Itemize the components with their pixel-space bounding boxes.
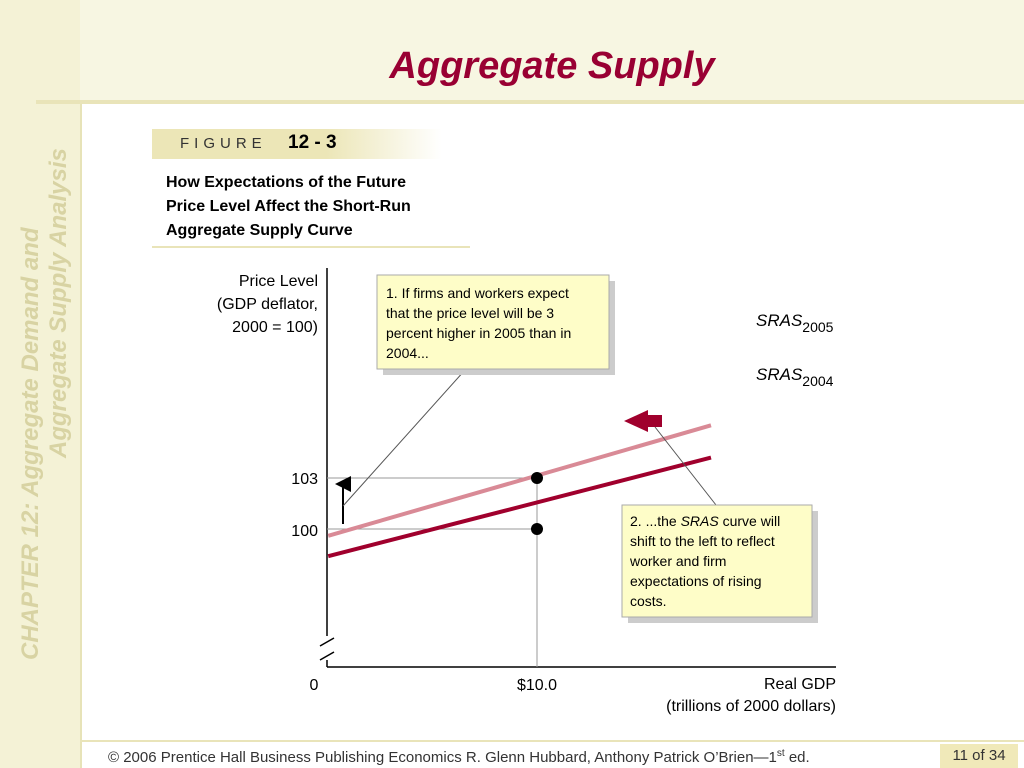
- sras-2004-label: SRAS2004: [756, 365, 834, 389]
- annotation-box-2: 2. ...the SRAS curve will shift to the l…: [621, 504, 818, 623]
- page-indicator: 11 of 34: [940, 744, 1018, 768]
- sras-2005-label-base: SRAS: [756, 311, 803, 330]
- y-axis-label-line: Price Level: [239, 273, 318, 290]
- x-axis-label-line: (trillions of 2000 dollars): [666, 698, 836, 715]
- caption-rule: [152, 246, 470, 248]
- sras-chart: Price Level (GDP deflator, 2000 = 100) R…: [217, 268, 836, 715]
- chapter-sidebar: CHAPTER 12: Aggregate Demand and Aggrega…: [17, 148, 72, 660]
- footer-edition: ed.: [784, 749, 810, 766]
- annotation-box-1: 1. If firms and workers expect that the …: [376, 274, 615, 375]
- annotation-2-suffix: curve will: [719, 513, 780, 529]
- y-tick-label-103: 103: [291, 471, 318, 488]
- y-axis-label-line: (GDP deflator,: [217, 296, 318, 313]
- y-tick-label-100: 100: [291, 523, 318, 540]
- annotation-2-prefix: 2. ...the: [630, 513, 681, 529]
- shift-left-arrow: [624, 410, 662, 432]
- annotation-1-line: that the price level will be 3: [386, 305, 554, 321]
- caption-line: How Expectations of the Future: [166, 174, 407, 191]
- footer-text: © 2006 Prentice Hall Business Publishing…: [108, 749, 777, 766]
- figure-word: FIGURE: [180, 135, 267, 152]
- y-axis-label: Price Level (GDP deflator, 2000 = 100): [217, 273, 318, 336]
- annotation-1-line: 1. If firms and workers expect: [386, 285, 569, 301]
- sras-2004-curve: [327, 455, 712, 559]
- annotation-2-line: costs.: [630, 593, 667, 609]
- axis-break-mark: [319, 651, 335, 661]
- sras-2005-label: SRAS2005: [756, 311, 834, 335]
- annotation-1-line: 2004...: [386, 345, 429, 361]
- sras-2004-label-base: SRAS: [756, 365, 803, 384]
- figure-label-band: [152, 129, 442, 159]
- chapter-title-line2: Aggregate Supply Analysis: [45, 148, 72, 459]
- point-100: [531, 523, 543, 535]
- origin-label: 0: [310, 677, 319, 694]
- annotation-2-italic: SRAS: [681, 513, 720, 529]
- sras-2005-label-sub: 2005: [802, 319, 833, 335]
- chapter-title-line1: CHAPTER 12: Aggregate Demand and: [17, 226, 44, 660]
- point-103: [531, 472, 543, 484]
- annotation-1-line: percent higher in 2005 than in: [386, 325, 571, 341]
- annotation-2-line: shift to the left to reflect: [630, 533, 775, 549]
- figure-number: 12 - 3: [288, 132, 337, 153]
- x-axis-label-line: Real GDP: [764, 676, 836, 693]
- sras-2004-label-sub: 2004: [802, 373, 833, 389]
- callout-connector-1: [342, 369, 466, 507]
- x-tick-label: $10.0: [517, 677, 557, 694]
- sras-2005-curve: [327, 423, 712, 538]
- y-axis-label-line: 2000 = 100): [232, 319, 318, 336]
- figure-caption: How Expectations of the Future Price Lev…: [166, 171, 486, 243]
- left-band-edge: [80, 0, 82, 768]
- title-rule: [36, 100, 1024, 104]
- left-band: [0, 0, 80, 768]
- axis-break-mark: [319, 637, 335, 647]
- annotation-2-line: expectations of rising: [630, 573, 762, 589]
- footer-rule: [80, 740, 1024, 742]
- slide-title: Aggregate Supply: [389, 45, 715, 87]
- title-band: [80, 0, 1024, 100]
- annotation-2-line: 2. ...the SRAS curve will: [630, 513, 780, 529]
- footer-superscript: st: [776, 748, 785, 759]
- x-axis-label: Real GDP (trillions of 2000 dollars): [666, 676, 836, 715]
- footer-credit: © 2006 Prentice Hall Business Publishing…: [108, 748, 810, 766]
- callout-connector-2: [654, 426, 717, 506]
- caption-line: Price Level Affect the Short-Run: [166, 198, 411, 215]
- caption-line: Aggregate Supply Curve: [166, 222, 353, 239]
- annotation-2-line: worker and firm: [629, 553, 726, 569]
